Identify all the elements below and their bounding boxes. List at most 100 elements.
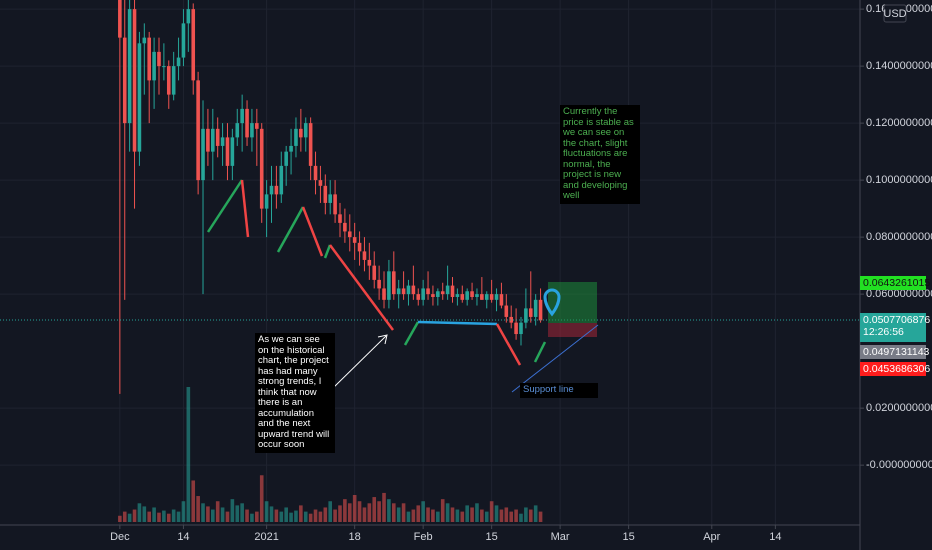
candle-body <box>181 23 186 58</box>
candle-body <box>308 123 313 166</box>
arrow-head <box>377 334 388 345</box>
candle-body <box>274 185 279 195</box>
candle-body <box>367 259 372 266</box>
candle-body <box>147 37 152 81</box>
volume-bar <box>484 511 489 522</box>
trend-line <box>328 244 395 331</box>
candle-body <box>122 37 127 124</box>
candle-body <box>524 308 528 323</box>
volume-bar <box>528 509 533 522</box>
trend-line <box>417 320 498 326</box>
volume-bar <box>186 387 191 522</box>
candle-body <box>426 288 430 295</box>
candle-body <box>215 128 220 146</box>
volume-bar <box>362 507 367 522</box>
x-tick-label: 14 <box>177 531 189 543</box>
candle-body <box>528 308 533 317</box>
volume-bar <box>387 499 391 522</box>
volume-bar <box>318 511 323 522</box>
volume-bar <box>372 497 377 522</box>
candle-body <box>186 9 191 24</box>
volume-bar <box>347 503 352 522</box>
candle-body <box>201 128 205 181</box>
volume-bar <box>284 507 288 522</box>
volume-bar <box>465 505 469 522</box>
trend-line <box>276 206 305 253</box>
volume-bar <box>191 480 196 522</box>
volume-bar <box>294 510 298 522</box>
volume-bar <box>524 507 528 522</box>
volume-bar <box>416 505 421 522</box>
candle-body <box>357 242 362 252</box>
volume-bar <box>494 505 499 522</box>
annotation: Currently the price is stable as we can … <box>560 105 640 204</box>
candle-body <box>196 80 200 181</box>
candle-body <box>255 123 259 129</box>
volume-bar <box>303 511 308 522</box>
candle-body <box>538 299 543 321</box>
volume-bar <box>279 511 284 522</box>
candle-body <box>484 294 489 300</box>
volume-bar <box>201 503 205 522</box>
candle-body <box>499 294 504 306</box>
candle-body <box>225 137 230 166</box>
volume-bar <box>401 503 406 522</box>
candle-body <box>347 231 352 238</box>
support-line <box>511 324 599 393</box>
candle-body <box>514 322 518 335</box>
volume-bar <box>171 509 176 522</box>
volume-bar <box>259 475 264 522</box>
long-target-zone <box>548 282 597 323</box>
volume-bar <box>352 495 357 522</box>
volume-bar <box>475 503 479 522</box>
candle-body <box>362 251 367 260</box>
candle-body <box>318 180 323 186</box>
volume-bar <box>181 501 186 522</box>
volume-bar <box>504 507 509 522</box>
arrow <box>332 335 387 389</box>
volume-bar <box>240 503 244 522</box>
candle-body <box>206 128 210 152</box>
candle-body <box>460 294 465 300</box>
candle-body <box>313 165 318 181</box>
candle-body <box>303 123 308 138</box>
candle-body <box>440 291 445 295</box>
volume-bar <box>328 501 333 522</box>
candle-body <box>343 222 347 232</box>
x-tick-label: Apr <box>703 531 720 543</box>
volume-bar <box>367 503 372 522</box>
candle-body <box>431 294 435 297</box>
candle-body <box>191 9 196 81</box>
candle-body <box>470 291 474 297</box>
volume-bar <box>357 501 362 522</box>
volume-bar <box>538 511 543 522</box>
volume-bar <box>396 507 401 522</box>
volume-bar <box>142 506 147 522</box>
candle-body <box>387 271 391 300</box>
volume-bar <box>225 511 230 522</box>
volume-bar <box>431 509 435 522</box>
volume-bar <box>162 510 166 522</box>
candle-body <box>352 237 357 243</box>
y-tick-label: 0.1400000000 <box>866 60 932 72</box>
candle-body <box>450 285 455 297</box>
volume-bar <box>274 509 279 522</box>
candle-body <box>210 128 215 152</box>
candle-body <box>421 288 425 300</box>
volume-bar <box>470 507 474 522</box>
volume-bar <box>250 513 254 522</box>
volume-bar <box>455 509 460 522</box>
volume-bar <box>343 499 347 522</box>
candle-body <box>465 291 469 300</box>
candle-body <box>504 305 509 317</box>
candle-body <box>284 151 288 166</box>
volume-bar <box>210 509 215 522</box>
volume-bar <box>157 512 161 522</box>
candle-body <box>401 288 406 295</box>
volume-bar <box>323 507 328 522</box>
volume-bar <box>450 507 455 522</box>
y-tick-label: 0.0200000000 <box>866 402 932 414</box>
volume-bar <box>152 507 156 522</box>
countdown: 12:26:56 <box>863 326 904 338</box>
